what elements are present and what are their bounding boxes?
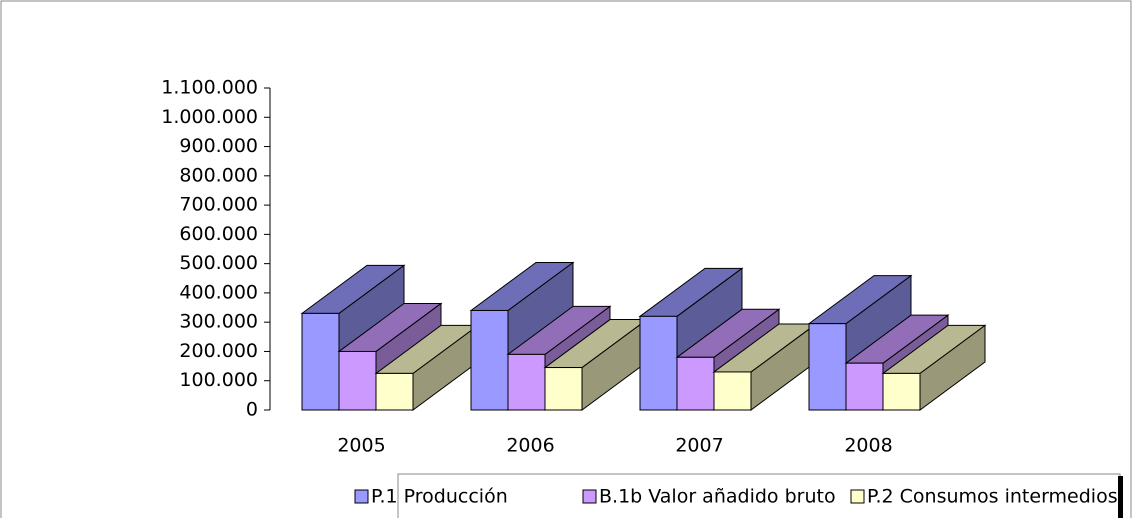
bar-front — [507, 353, 546, 411]
bar-front — [301, 312, 340, 411]
bar-front — [808, 323, 847, 411]
legend-label: P.2 Consumos intermedios — [867, 486, 1118, 508]
bar-front — [639, 315, 678, 411]
bar-front — [845, 362, 884, 411]
bar-front — [882, 372, 921, 411]
y-tick-label: 400.000 — [179, 281, 258, 303]
legend-label: P.1 Producción — [371, 486, 508, 508]
bar-front — [676, 356, 715, 411]
bar-front — [338, 350, 377, 411]
y-tick-label: 1.100.000 — [161, 77, 258, 99]
legend-swatch — [582, 489, 597, 504]
x-tick-label: 2008 — [844, 435, 892, 457]
y-tick-label: 200.000 — [179, 340, 258, 362]
bar-front — [713, 371, 752, 411]
y-tick-label: 500.000 — [179, 252, 258, 274]
y-tick-label: 1.000.000 — [161, 106, 258, 128]
y-tick-label: 100.000 — [179, 369, 258, 391]
legend-swatch — [850, 489, 865, 504]
y-tick-label: 900.000 — [179, 135, 258, 157]
bar-front — [544, 367, 583, 411]
x-tick-label: 2005 — [337, 435, 385, 457]
y-tick-label: 700.000 — [179, 194, 258, 216]
y-tick-label: 300.000 — [179, 311, 258, 333]
y-tick-label: 800.000 — [179, 164, 258, 186]
legend-label: B.1b Valor añadido bruto — [599, 486, 836, 508]
x-tick-label: 2007 — [675, 435, 723, 457]
bar-front — [470, 309, 509, 411]
bar-front — [375, 372, 414, 411]
bar — [881, 324, 987, 411]
bar — [543, 318, 649, 411]
y-tick-label: 600.000 — [179, 223, 258, 245]
legend-swatch — [354, 489, 369, 504]
x-tick-label: 2006 — [506, 435, 554, 457]
legend-edge — [1118, 476, 1123, 518]
y-tick-label: 0 — [246, 399, 258, 421]
